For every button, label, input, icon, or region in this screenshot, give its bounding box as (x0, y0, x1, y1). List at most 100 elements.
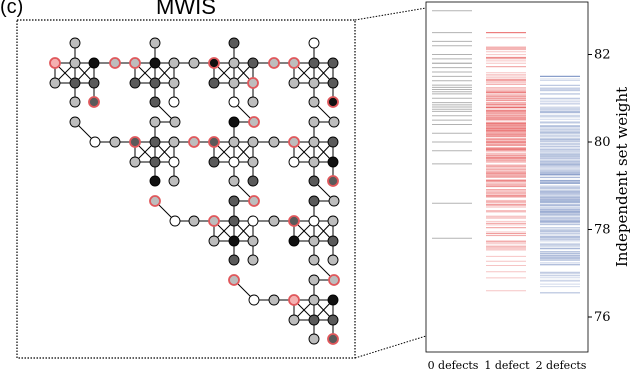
graph-node (308, 136, 320, 148)
graph-node (247, 235, 259, 247)
graph-node (268, 215, 280, 227)
graph-node (49, 77, 61, 89)
graph-node (288, 156, 300, 168)
category-label: 1 defect (484, 359, 530, 372)
category-label: 2 defects (536, 359, 587, 372)
defect-node (268, 57, 280, 69)
defect-node (288, 215, 300, 227)
graph-node (327, 294, 339, 306)
graph-node (188, 57, 200, 69)
graph-node (69, 57, 81, 69)
graph-node (327, 156, 339, 168)
panel-label: (c) (0, 0, 23, 18)
defect-node (49, 57, 61, 69)
graph-node (168, 156, 180, 168)
defect-node (327, 333, 339, 345)
graph-node (308, 235, 320, 247)
graph-node (268, 294, 280, 306)
graph-node (228, 136, 240, 148)
defect-node (248, 116, 260, 128)
graph-node (168, 175, 180, 187)
defect-node (208, 215, 220, 227)
defect-node (288, 294, 300, 306)
graph-node (327, 136, 339, 148)
graph-node (308, 57, 320, 69)
defect-node (327, 175, 339, 187)
graph-node (288, 77, 300, 89)
graph-node (248, 294, 260, 306)
defect-node (129, 57, 141, 69)
graph-node (208, 77, 220, 89)
graph-node (228, 77, 240, 89)
zoom-line-bottom (354, 335, 427, 359)
graph-node (69, 37, 81, 49)
graph-node (308, 215, 320, 227)
panel-title: MWIS (156, 0, 216, 19)
defect-node (247, 77, 259, 89)
graph-node (308, 333, 320, 345)
graph-node (308, 175, 320, 187)
graph-node (327, 77, 339, 89)
graph-node (169, 116, 181, 128)
defect-node (288, 57, 300, 69)
graph-nodes (49, 37, 340, 345)
graph-node (149, 57, 161, 69)
y-tick-label: 82 (594, 48, 611, 63)
graph-node (208, 235, 220, 247)
zoom-line-top (354, 7, 427, 21)
graph-node (228, 37, 240, 49)
chart-strips (432, 10, 580, 294)
graph-node (247, 57, 259, 69)
graph-node (109, 136, 121, 148)
graph-node (228, 175, 240, 187)
graph-frame (16, 19, 356, 359)
defect-node (88, 96, 100, 108)
graph-node (247, 215, 259, 227)
defect-node (327, 96, 339, 108)
graph-node (308, 314, 320, 326)
graph-node (129, 77, 141, 89)
defect-node (188, 136, 200, 148)
graph-node (327, 215, 339, 227)
graph-node (308, 195, 320, 207)
y-tick-label: 78 (594, 223, 611, 238)
graph-node (327, 254, 339, 266)
defect-node (248, 195, 260, 207)
graph-node (327, 57, 339, 69)
graph-node (88, 77, 100, 89)
graph-node (268, 136, 280, 148)
x-axis-categories: 0 defects 1 defect 2 defects (428, 359, 587, 372)
graph-node (228, 96, 240, 108)
graph-node (228, 156, 240, 168)
graph-node (327, 314, 339, 326)
graph-node (69, 77, 81, 89)
graph-node (168, 96, 180, 108)
graph-node (288, 235, 300, 247)
graph-node (129, 156, 141, 168)
graph-node (308, 294, 320, 306)
graph-node (247, 136, 259, 148)
defect-node (328, 274, 340, 286)
graph-node (228, 235, 240, 247)
graph-node (308, 254, 320, 266)
y-axis-ticks: 76 78 80 82 (588, 48, 611, 325)
graph-node (149, 96, 161, 108)
graph-node (89, 136, 101, 148)
defect-node (228, 274, 240, 286)
graph-node (168, 136, 180, 148)
graph-node (149, 136, 161, 148)
graph-node (308, 116, 320, 128)
graph-node (208, 156, 220, 168)
y-tick-label: 80 (594, 135, 611, 150)
graph-node (328, 195, 340, 207)
graph-node (327, 235, 339, 247)
chart-frame (425, 1, 589, 353)
graph-node (308, 96, 320, 108)
graph-node (228, 116, 240, 128)
graph-node (247, 175, 259, 187)
y-axis-title: Independent set weight (613, 87, 631, 267)
graph-node (188, 215, 200, 227)
graph-node (168, 77, 180, 89)
graph-node (149, 37, 161, 49)
